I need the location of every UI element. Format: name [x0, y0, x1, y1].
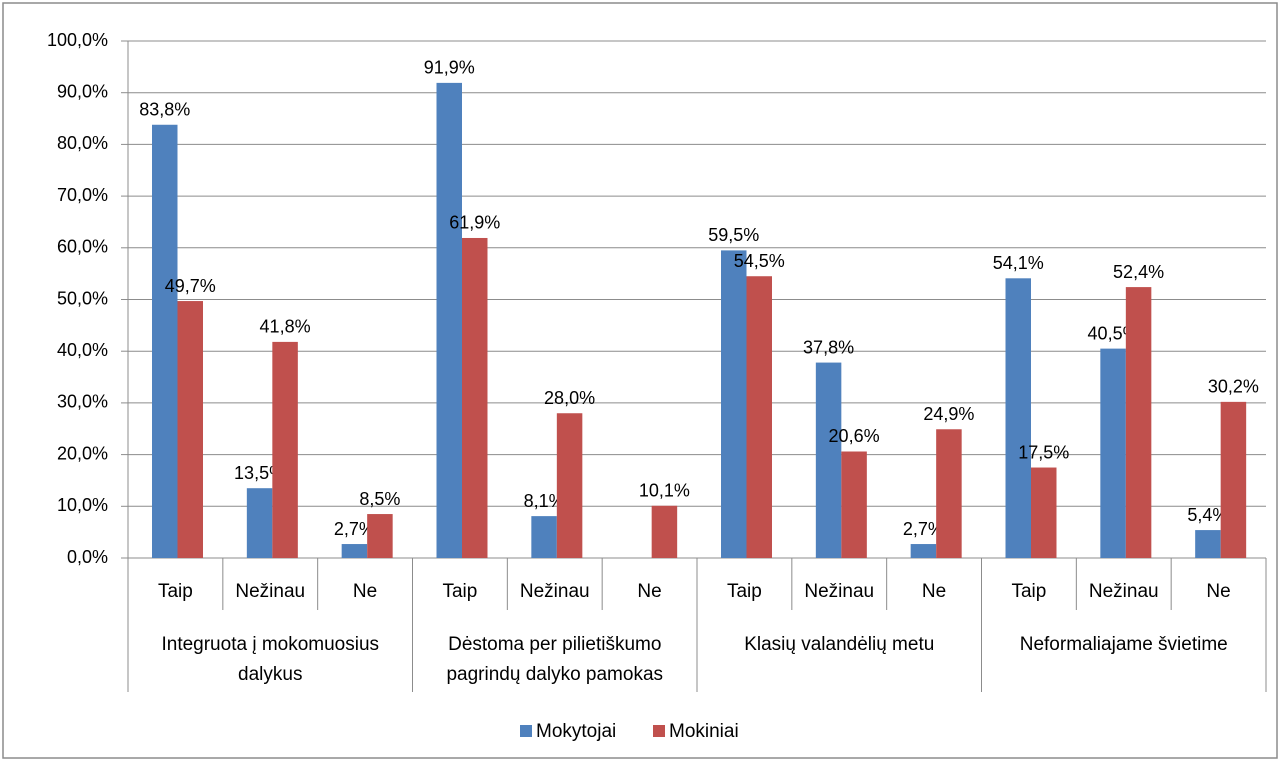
- bar: [910, 544, 937, 558]
- y-tick-label: 20,0%: [57, 443, 108, 463]
- bar: [936, 429, 962, 558]
- x-tick-label: Taip: [727, 581, 762, 602]
- bar: [556, 413, 583, 558]
- data-label: 5,4%: [1187, 505, 1228, 525]
- data-label: 49,7%: [165, 276, 216, 296]
- group-label: Neformaliajame švietime: [1019, 634, 1228, 655]
- x-tick-label: Nežinau: [804, 581, 874, 602]
- x-tick-label: Taip: [442, 581, 477, 602]
- data-label: 24,9%: [923, 404, 974, 424]
- x-tick-label: Ne: [1206, 581, 1230, 602]
- y-tick-label: 30,0%: [57, 392, 108, 412]
- bar: [721, 250, 747, 558]
- x-tick-label: Nežinau: [1089, 581, 1159, 602]
- data-label: 41,8%: [260, 317, 311, 337]
- group-label: Klasių valandėlių metu: [744, 634, 935, 655]
- data-label: 20,6%: [829, 426, 880, 446]
- legend-swatch: [520, 725, 532, 737]
- legend-label: Mokytojai: [536, 721, 616, 742]
- bar: [1125, 287, 1152, 558]
- data-label: 52,4%: [1113, 262, 1164, 282]
- bar: [246, 488, 273, 558]
- y-tick-label: 10,0%: [57, 495, 108, 515]
- bar: [1220, 401, 1247, 558]
- legend-label: Mokiniai: [669, 721, 739, 742]
- bar: [341, 544, 368, 558]
- y-tick-label: 0,0%: [67, 547, 108, 567]
- bar: [1005, 278, 1031, 558]
- bar: [841, 451, 867, 558]
- data-label: 37,8%: [803, 337, 854, 357]
- data-label: 91,9%: [424, 58, 475, 78]
- data-label: 8,5%: [359, 489, 400, 509]
- data-label: 2,7%: [334, 519, 375, 539]
- y-tick-label: 70,0%: [57, 185, 108, 205]
- data-label: 10,1%: [639, 481, 690, 501]
- y-tick-label: 60,0%: [57, 237, 108, 257]
- data-label: 61,9%: [449, 213, 500, 233]
- y-tick-label: 80,0%: [57, 133, 108, 153]
- data-label: 54,1%: [993, 253, 1044, 273]
- group-label: Integruota į mokomuosius dalykus: [161, 634, 380, 685]
- bar: [746, 276, 772, 558]
- bar: [436, 82, 462, 558]
- y-tick-label: 40,0%: [57, 340, 108, 360]
- group-label: Dėstoma per pilietiškumo pagrindų dalyko…: [446, 634, 664, 685]
- y-tick-label: 50,0%: [57, 288, 108, 308]
- bar: [531, 516, 557, 558]
- x-tick-label: Ne: [922, 581, 946, 602]
- bar: [651, 505, 678, 558]
- bar: [815, 362, 842, 558]
- legend-swatch: [653, 725, 665, 737]
- x-tick-label: Nežinau: [235, 581, 305, 602]
- bar: [1195, 530, 1221, 558]
- x-tick-label: Ne: [353, 581, 377, 602]
- bar: [272, 341, 298, 558]
- bar: [367, 514, 393, 558]
- data-label: 17,5%: [1018, 442, 1069, 462]
- data-label: 2,7%: [903, 519, 944, 539]
- y-tick-label: 90,0%: [57, 81, 108, 101]
- data-label: 59,5%: [708, 225, 759, 245]
- data-label: 83,8%: [139, 100, 190, 120]
- data-label: 8,1%: [524, 491, 565, 511]
- x-tick-label: Ne: [637, 581, 661, 602]
- x-tick-label: Taip: [1011, 581, 1046, 602]
- data-label: 54,5%: [734, 251, 785, 271]
- bar: [177, 301, 203, 558]
- y-tick-label: 100,0%: [47, 30, 108, 50]
- bar: [1100, 348, 1126, 558]
- x-tick-label: Nežinau: [520, 581, 590, 602]
- data-label: 30,2%: [1208, 377, 1259, 397]
- data-label: 28,0%: [544, 388, 595, 408]
- bar: [1031, 467, 1057, 558]
- x-tick-label: Taip: [158, 581, 193, 602]
- bar: [152, 124, 178, 558]
- bar: [462, 237, 488, 559]
